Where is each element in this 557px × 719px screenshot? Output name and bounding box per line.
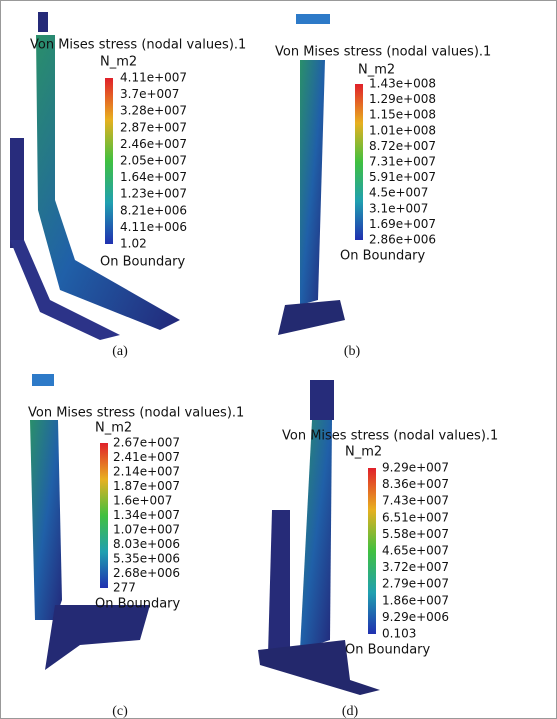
legend-title: Von Mises stress (nodal values).1 xyxy=(28,406,244,421)
legend-label: 5.35e+006 xyxy=(113,552,180,566)
legend-label: 1.43e+008 xyxy=(369,77,436,91)
model-d xyxy=(258,380,380,695)
legend-label: 1.15e+008 xyxy=(369,108,436,122)
legend-label: 1.23e+007 xyxy=(120,187,187,201)
panel-caption: (d) xyxy=(342,704,359,719)
model-b xyxy=(278,14,345,335)
legend-label: 5.91e+007 xyxy=(369,170,436,184)
legend-footer: On Boundary xyxy=(340,249,426,264)
legend-label: 6.51e+007 xyxy=(382,510,449,524)
color-bar xyxy=(100,443,108,588)
legend-label: 2.79e+007 xyxy=(382,577,449,591)
legend-title: Von Mises stress (nodal values).1 xyxy=(275,45,491,60)
legend-label: 4.11e+006 xyxy=(120,220,187,234)
legend-title: Von Mises stress (nodal values).1 xyxy=(282,429,498,444)
color-bar xyxy=(355,84,363,240)
legend-label: 2.41e+007 xyxy=(113,450,180,464)
legend-unit: N_m2 xyxy=(345,445,382,460)
legend-label: 8.21e+006 xyxy=(120,203,187,217)
legend-label: 2.67e+007 xyxy=(113,436,180,450)
legend-label: 1.29e+008 xyxy=(369,92,436,106)
legend-footer: On Boundary xyxy=(100,255,186,270)
legend-unit: N_m2 xyxy=(100,55,137,70)
legend-label: 1.87e+007 xyxy=(113,479,180,493)
legend-label: 1.6e+007 xyxy=(113,494,172,508)
legend-label: 2.05e+007 xyxy=(120,154,187,168)
legend-label: 8.72e+007 xyxy=(369,139,436,153)
legend-label: 7.31e+007 xyxy=(369,155,436,169)
legend-label: 1.34e+007 xyxy=(113,508,180,522)
color-bar xyxy=(105,78,113,244)
legend-label: 4.11e+007 xyxy=(120,71,187,85)
model-a xyxy=(10,12,180,340)
color-bar xyxy=(368,468,376,634)
legend-label: 3.7e+007 xyxy=(120,87,179,101)
legend-unit: N_m2 xyxy=(95,421,132,436)
legend-unit: N_m2 xyxy=(358,63,395,78)
legend-label: 1.86e+007 xyxy=(382,593,449,607)
legend-label: 2.46e+007 xyxy=(120,137,187,151)
legend-label: 1.64e+007 xyxy=(120,170,187,184)
legend-label: 5.58e+007 xyxy=(382,527,449,541)
legend-label: 3.72e+007 xyxy=(382,560,449,574)
legend-label: 1.69e+007 xyxy=(369,217,436,231)
panel-caption: (b) xyxy=(344,344,361,359)
panel-caption: (a) xyxy=(112,344,128,359)
legend-label: 2.14e+007 xyxy=(113,465,180,479)
panel-caption: (c) xyxy=(112,704,128,719)
legend-label: 9.29e+007 xyxy=(382,461,449,475)
legend-label: 3.1e+007 xyxy=(369,201,428,215)
legend-label: 0.103 xyxy=(382,627,416,641)
legend-footer: On Boundary xyxy=(345,643,431,658)
legend-label: 2.68e+006 xyxy=(113,566,180,580)
model-c xyxy=(30,374,150,670)
legend-label: 3.28e+007 xyxy=(120,104,187,118)
legend-footer: On Boundary xyxy=(95,597,181,612)
legend-label: 1.01e+008 xyxy=(369,123,436,137)
legend-label: 7.43e+007 xyxy=(382,494,449,508)
legend-label: 4.5e+007 xyxy=(369,186,428,200)
legend-label: 2.86e+006 xyxy=(369,233,436,247)
legend-label: 277 xyxy=(113,581,136,595)
legend-label: 8.36e+007 xyxy=(382,477,449,491)
legend-label: 9.29e+006 xyxy=(382,610,449,624)
legend-label: 1.02 xyxy=(120,237,147,251)
legend-label: 1.07e+007 xyxy=(113,523,180,537)
legend-title: Von Mises stress (nodal values).1 xyxy=(30,38,246,53)
legend-label: 2.87e+007 xyxy=(120,120,187,134)
legend-label: 8.03e+006 xyxy=(113,537,180,551)
legend-label: 4.65e+007 xyxy=(382,544,449,558)
